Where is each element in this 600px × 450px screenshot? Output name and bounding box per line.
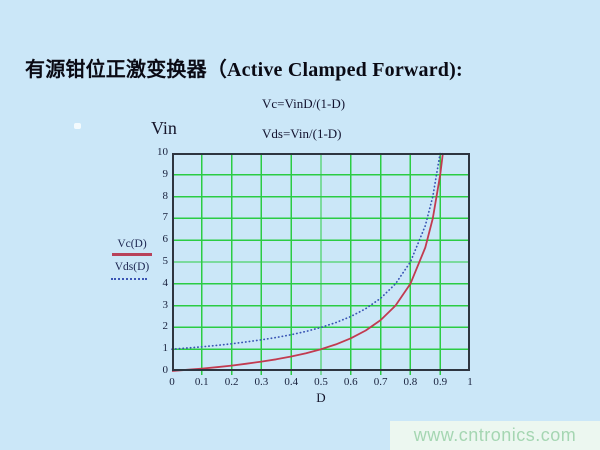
x-tick-label: 0	[169, 376, 175, 388]
legend-label-vds: Vds(D)	[114, 261, 150, 273]
y-tick-label: 6	[162, 233, 169, 246]
x-tick-label: 0.5	[314, 376, 328, 388]
x-tick-label: 0.7	[373, 376, 388, 388]
y-tick-label: 3	[162, 298, 169, 311]
legend-label-vc: Vc(D)	[117, 238, 147, 250]
x-tick-label: 0.3	[254, 376, 269, 388]
legend-line-sample-vds	[111, 278, 147, 280]
formula-vc: Vc=VinD/(1-D)	[262, 96, 346, 111]
y-tick-label: 5	[162, 255, 169, 267]
x-tick-label: 1	[467, 376, 473, 388]
chart-legend: Vc(D) Vds(D)	[109, 238, 155, 280]
bullet-dot	[74, 123, 81, 129]
x-tick-label: 0.9	[433, 376, 448, 388]
y-tick-label: 10	[157, 146, 168, 158]
formula-vds: Vds=Vin/(1-D)	[262, 126, 342, 141]
chart-plot	[171, 152, 470, 375]
x-axis-label: D	[316, 390, 326, 405]
y-tick-label: 4	[162, 276, 169, 289]
y-tick-label: 8	[162, 189, 169, 202]
x-tick-label: 0.1	[194, 376, 209, 388]
x-tick-label: 0.8	[403, 376, 418, 388]
y-axis-title: Vin	[151, 118, 177, 138]
watermark: www.cntronics.com	[390, 421, 600, 450]
y-tick-label: 7	[162, 211, 169, 224]
y-tick-label: 2	[162, 320, 169, 333]
y-tick-label: 0	[162, 364, 169, 376]
x-tick-label: 0.6	[343, 376, 358, 388]
y-tick-label: 1	[162, 342, 169, 355]
page-title: 有源钳位正激变换器（Active Clamped Forward):	[25, 59, 463, 81]
x-tick-label: 0.4	[284, 376, 299, 388]
x-tick-label: 0.2	[224, 376, 239, 388]
legend-line-sample-vc	[112, 253, 152, 256]
y-tick-label: 9	[162, 167, 169, 180]
